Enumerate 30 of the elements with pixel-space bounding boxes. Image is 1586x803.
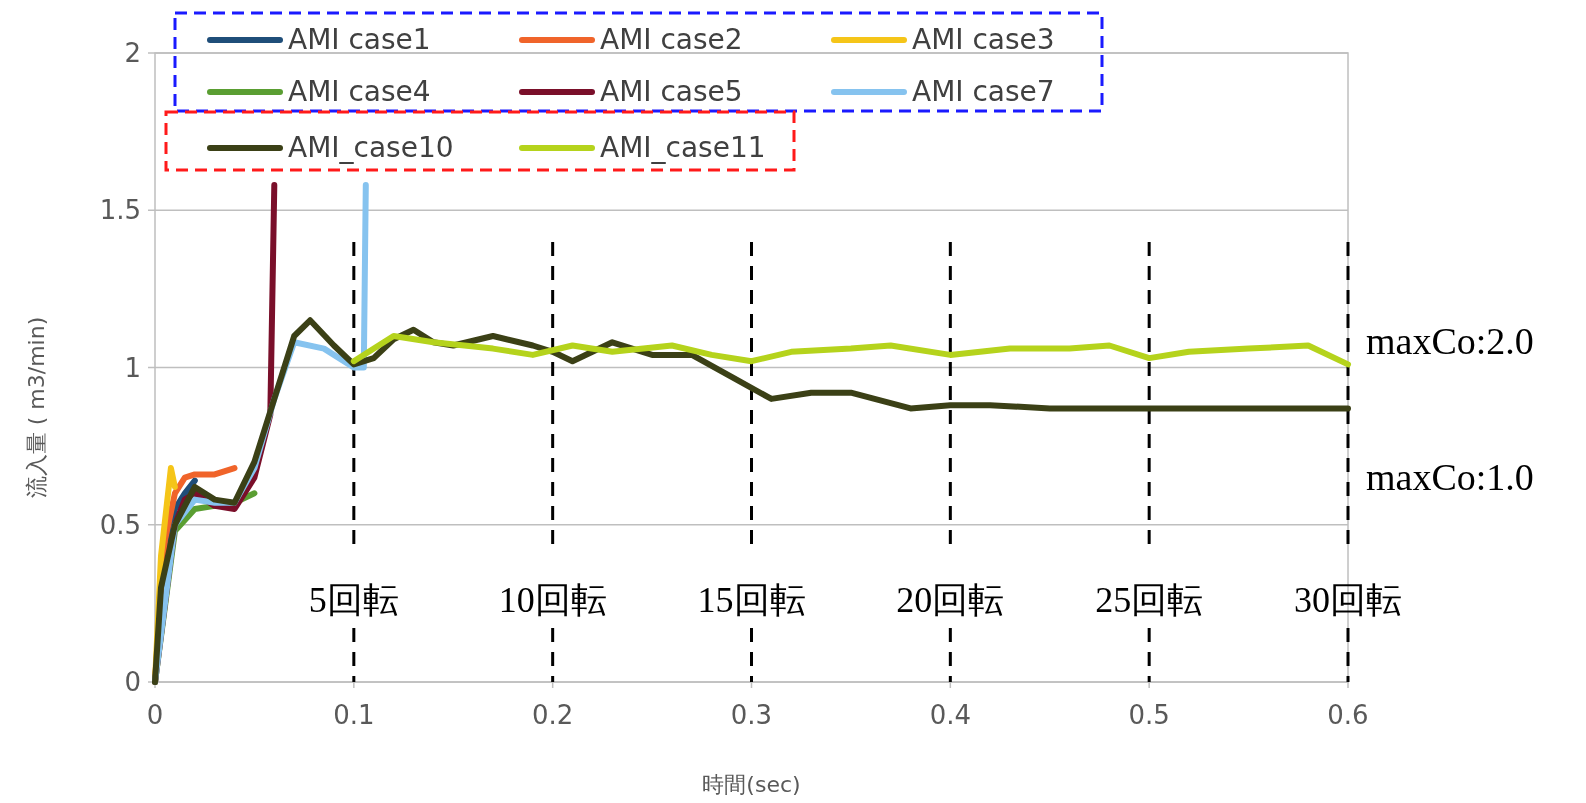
x-axis-title: 時間(sec) <box>702 772 801 797</box>
legend-label: AMI case4 <box>288 75 431 108</box>
y-tick-label: 1.5 <box>99 195 141 226</box>
x-tick-label: 0.3 <box>730 700 773 730</box>
annotation: maxCo:2.0 <box>1366 320 1534 363</box>
ref-line-label: 15回転 <box>697 580 806 620</box>
legend-label: AMI_case10 <box>288 131 454 164</box>
legend-label: AMI case7 <box>912 75 1055 108</box>
y-tick-label: 2 <box>124 38 141 68</box>
x-tick-label: 0.6 <box>1327 700 1369 730</box>
x-tick-label: 0.2 <box>531 700 574 730</box>
ref-line-label: 20回転 <box>896 580 1005 620</box>
ref-line-label: 5回転 <box>308 580 399 620</box>
x-tick-label: 0 <box>146 700 164 730</box>
ref-line-label: 25回転 <box>1095 580 1204 620</box>
legend-label: AMI case2 <box>600 23 743 56</box>
legend-label: AMI case3 <box>912 23 1055 56</box>
y-axis-title: 流入量 ( m3/min) <box>24 316 49 499</box>
legend-label: AMI_case11 <box>600 131 766 164</box>
x-tick-label: 0.4 <box>929 700 972 730</box>
ref-line-label: 10回転 <box>498 580 607 620</box>
annotation: maxCo:1.0 <box>1366 456 1534 499</box>
y-tick-label: 0 <box>124 667 141 697</box>
x-tick-label: 0.5 <box>1128 700 1170 730</box>
legend-label: AMI case5 <box>600 75 743 108</box>
y-tick-label: 1 <box>124 352 141 383</box>
x-tick-label: 0.1 <box>333 700 375 730</box>
y-tick-label: 0.5 <box>99 509 141 540</box>
ref-line-label: 30回転 <box>1294 580 1402 620</box>
legend-label: AMI case1 <box>288 23 431 56</box>
